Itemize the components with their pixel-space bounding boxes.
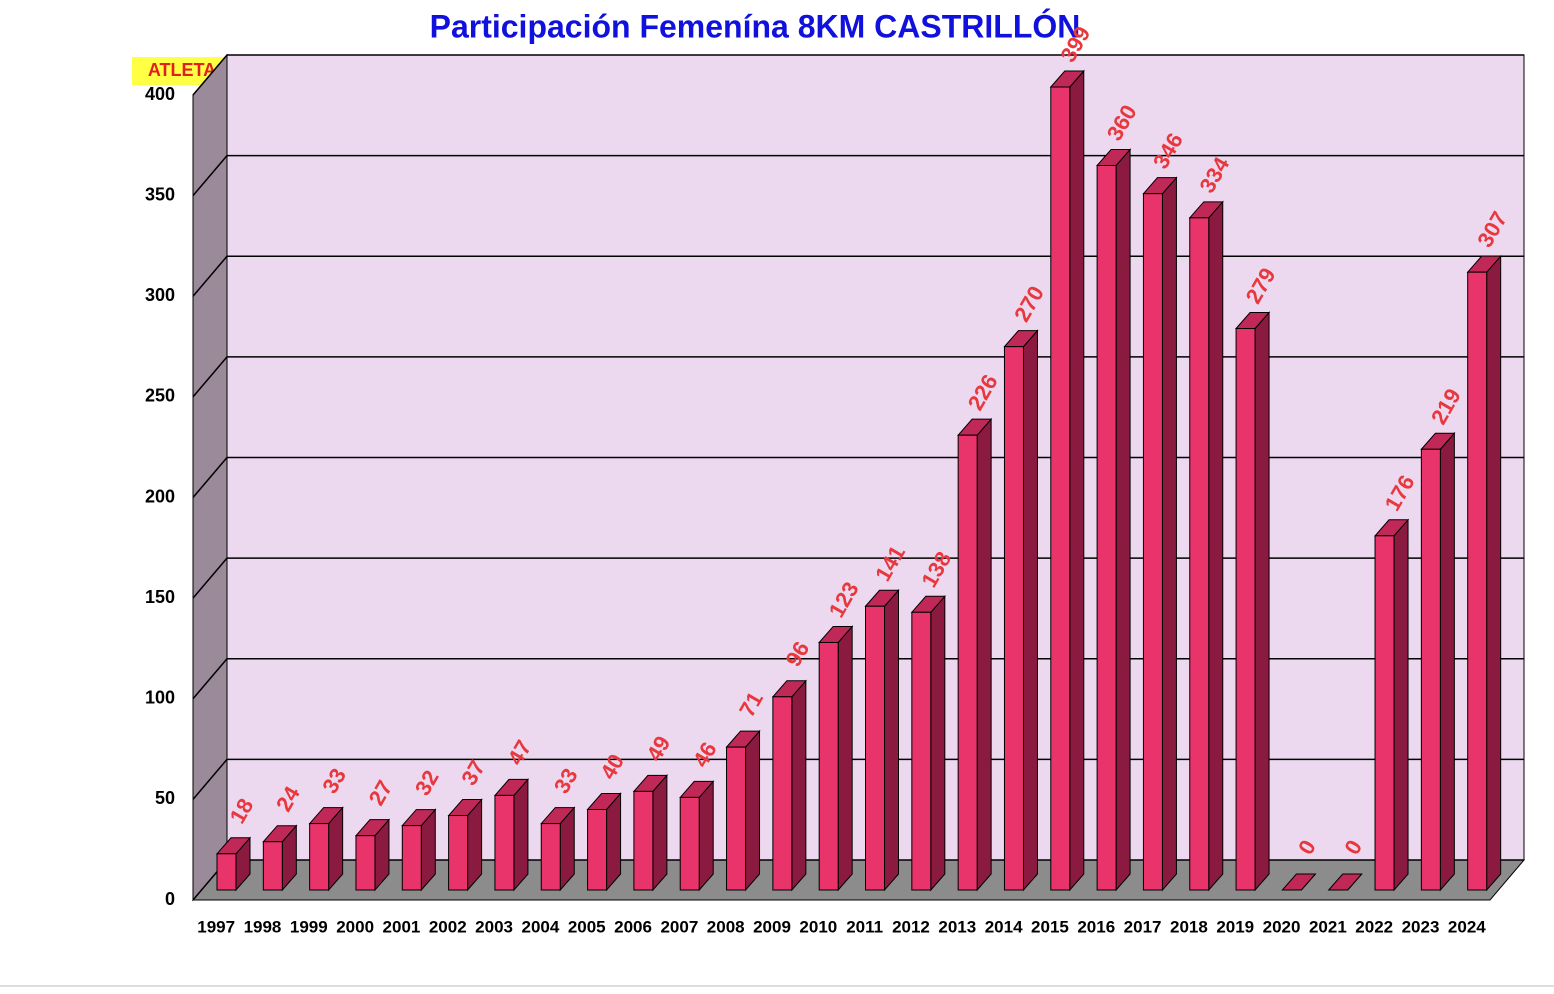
x-tick-label: 2007 [660, 917, 698, 936]
bar-side [1022, 329, 1038, 892]
bar [1374, 535, 1395, 891]
x-tick-label: 2010 [799, 917, 837, 936]
plot-area: 0501001502002503003504001997181998241999… [145, 22, 1526, 936]
x-tick-label: 2022 [1355, 917, 1393, 936]
bar [1467, 271, 1488, 891]
x-tick-label: 2016 [1077, 917, 1115, 936]
x-tick-label: 2024 [1448, 917, 1486, 936]
bar [1420, 448, 1441, 891]
x-tick-label: 2014 [985, 917, 1023, 936]
grid-line [192, 557, 1524, 599]
grid-line [192, 658, 1524, 700]
bar-side [1254, 311, 1270, 892]
bar-side [1486, 254, 1502, 892]
bar-top [1327, 873, 1363, 891]
bar [448, 815, 469, 891]
bar [679, 796, 700, 891]
bar [1142, 193, 1163, 891]
grid-line [192, 255, 1524, 297]
x-tick-label: 1998 [244, 917, 282, 936]
x-tick-label: 2004 [521, 917, 559, 936]
y-axis-label: ATLETAS [148, 60, 228, 80]
x-tick-label: 1999 [290, 917, 328, 936]
grid-line [192, 758, 1524, 800]
y-tick-label: 350 [145, 184, 175, 204]
grid-line [192, 456, 1524, 498]
bar-side [930, 594, 946, 892]
x-tick-label: 2013 [938, 917, 976, 936]
bar [401, 825, 422, 891]
x-tick-label: 2017 [1124, 917, 1162, 936]
x-tick-label: 2008 [707, 917, 745, 936]
bar [726, 746, 747, 891]
bar-side [884, 588, 899, 892]
bar [540, 823, 561, 891]
x-tick-label: 2006 [614, 917, 652, 936]
bar [818, 641, 839, 891]
bar [1235, 328, 1256, 891]
y-tick-label: 0 [165, 889, 175, 909]
bar [1096, 165, 1117, 891]
grid-line [192, 154, 1524, 197]
grid-line [192, 356, 1524, 398]
y-tick-label: 300 [145, 285, 175, 305]
x-tick-label: 2019 [1216, 917, 1254, 936]
bar-side [1069, 69, 1085, 892]
x-tick-label: 2005 [568, 917, 606, 936]
x-tick-label: 1997 [197, 917, 235, 936]
y-tick-label: 50 [155, 788, 175, 808]
bar-side [745, 729, 761, 892]
bar-side [1439, 431, 1455, 892]
bar-side [1161, 176, 1177, 892]
x-tick-label: 2023 [1402, 917, 1440, 936]
bar-side [837, 625, 853, 892]
x-tick-label: 2015 [1031, 917, 1069, 936]
bar [1003, 346, 1024, 891]
bar-side [606, 792, 622, 892]
bar [865, 605, 885, 891]
bar [494, 794, 515, 891]
x-tick-label: 2003 [475, 917, 513, 936]
bar [587, 809, 608, 891]
bar-side [698, 780, 714, 892]
x-tick-label: 2012 [892, 917, 930, 936]
bar-side [976, 417, 992, 892]
x-tick-label: 2011 [846, 917, 883, 936]
bar [262, 841, 283, 891]
bar-side [1115, 148, 1131, 892]
chart-title: Participación Femenína 8KM CASTRILLÓN [430, 8, 1081, 44]
x-tick-label: 2018 [1170, 917, 1208, 936]
y-tick-label: 250 [145, 386, 175, 406]
bar-top [1281, 873, 1317, 891]
bar [355, 835, 376, 891]
bar-side [1208, 200, 1224, 892]
y-tick-label: 150 [145, 587, 175, 607]
x-tick-label: 2009 [753, 917, 791, 936]
bar-side [1393, 518, 1409, 892]
grid-line [192, 54, 1524, 96]
bar [911, 611, 932, 891]
floor [191, 859, 1526, 901]
bar-side [513, 778, 529, 892]
x-tick-label: 2000 [336, 917, 374, 936]
bar [633, 790, 654, 891]
bar [1050, 86, 1071, 891]
bar-side [652, 774, 668, 892]
x-tick-label: 2021 [1309, 917, 1347, 936]
bar [1189, 217, 1210, 891]
y-tick-label: 200 [145, 486, 175, 506]
y-tick-label: 400 [145, 84, 175, 104]
bar [957, 434, 978, 891]
y-tick-label: 100 [145, 688, 175, 708]
bar [216, 853, 237, 891]
bar [309, 823, 330, 891]
x-tick-label: 2020 [1263, 917, 1301, 936]
x-tick-label: 2001 [383, 917, 421, 936]
bar-side [791, 679, 807, 892]
x-tick-label: 2002 [429, 917, 467, 936]
bar [772, 696, 793, 891]
